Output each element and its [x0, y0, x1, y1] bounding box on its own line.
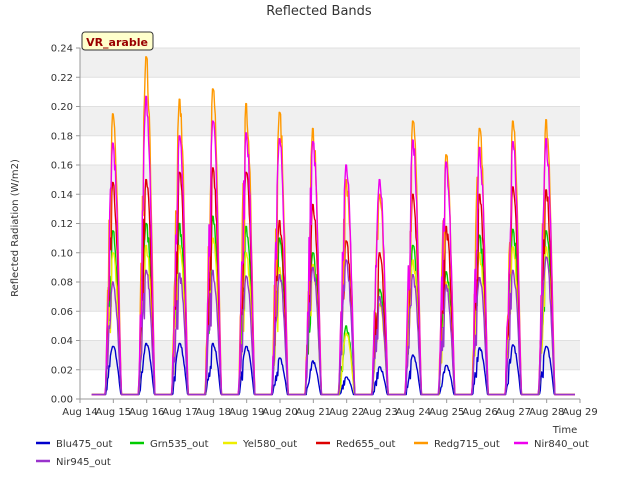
x-tick-label: Aug 26 — [462, 407, 497, 418]
legend-label-Red655_out: Red655_out — [336, 439, 396, 450]
legend: Blu475_out Grn535_out Yel580_out Red655_out… — [36, 439, 589, 468]
plot-background — [80, 47, 580, 400]
x-tick-label: Aug 14 — [62, 407, 97, 418]
legend-label-Redg715_out: Redg715_out — [434, 439, 500, 450]
legend-label-Nir840_out: Nir840_out — [534, 439, 589, 450]
x-tick-label: Aug 19 — [229, 407, 264, 418]
x-tick-label: Aug 23 — [362, 407, 397, 418]
y-tick-label: 0.02 — [51, 365, 73, 376]
y-tick-label: 0.00 — [51, 395, 73, 406]
y-tick-label: 0.08 — [51, 278, 73, 289]
legend-label-Yel580_out: Yel580_out — [242, 439, 297, 450]
chart-title: Reflected Bands — [266, 4, 372, 19]
y-tick-label: 0.18 — [51, 131, 73, 142]
x-tick-label: Aug 29 — [562, 407, 597, 418]
annotation-text: VR_arable — [86, 36, 148, 49]
y-tick-label: 0.24 — [51, 44, 73, 55]
plot-lines — [91, 56, 575, 396]
grid-band — [80, 282, 580, 312]
x-tick-label: Aug 16 — [129, 407, 164, 418]
y-tick-label: 0.04 — [51, 336, 73, 347]
x-tick-label: Aug 17 — [162, 407, 197, 418]
y-tick-label: 0.10 — [51, 248, 73, 259]
x-tick-label: Aug 18 — [196, 407, 231, 418]
annotation-rect — [81, 31, 154, 51]
y-tick-label: 0.20 — [51, 102, 73, 113]
grid-band — [80, 106, 580, 136]
grid-band — [80, 48, 580, 78]
x-tick-label: Aug 27 — [496, 407, 531, 418]
legend-label-Blu475_out: Blu475_out — [56, 439, 113, 450]
x-tick-label: Aug 22 — [329, 407, 364, 418]
x-axis-label: Time — [552, 425, 577, 436]
y-tick-label: 0.06 — [51, 307, 73, 318]
legend-label-Nir945_out: Nir945_out — [56, 457, 111, 468]
y-tick-label: 0.16 — [51, 161, 73, 172]
y-tick-label: 0.12 — [51, 219, 73, 230]
y-tick-label: 0.14 — [51, 190, 73, 201]
series-line-Nir945_out — [91, 256, 575, 396]
grid-band — [80, 340, 580, 370]
axes: 0.00 0.02 0.04 0.06 0.08 0.10 0.12 0.14 0.16 0.18… — [51, 44, 598, 419]
y-tick-label: 0.22 — [51, 73, 73, 84]
annotation-box: VR_arable — [81, 31, 154, 51]
grid-band — [80, 165, 580, 195]
x-tick-label: Aug 25 — [429, 407, 464, 418]
y-axis-label: Reflected Radiation (W/m2) — [10, 159, 21, 297]
x-tick-label: Aug 24 — [396, 407, 431, 418]
x-tick-label: Aug 21 — [296, 407, 331, 418]
legend-label-Grn535_out: Grn535_out — [150, 439, 209, 450]
grid-band — [80, 223, 580, 253]
x-tick-label: Aug 28 — [529, 407, 564, 418]
x-tick-label: Aug 15 — [96, 407, 131, 418]
x-tick-label: Aug 20 — [262, 407, 297, 418]
